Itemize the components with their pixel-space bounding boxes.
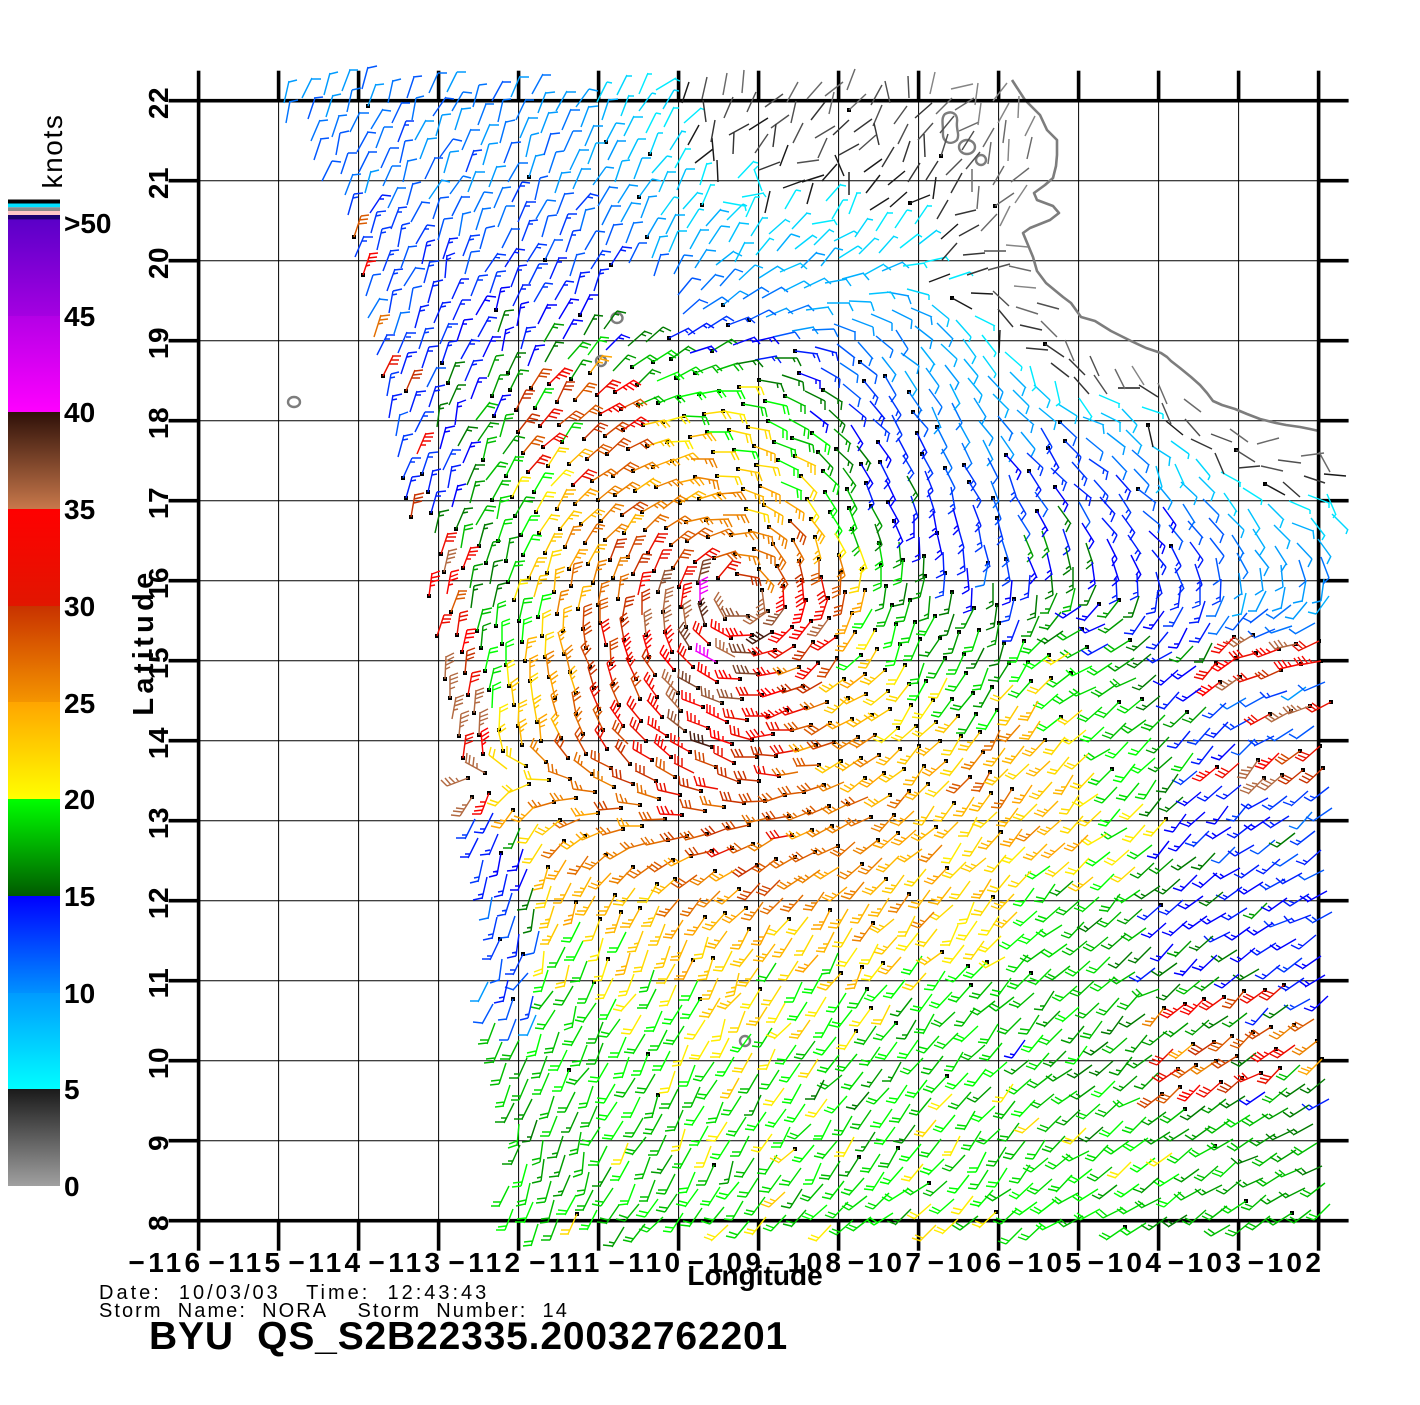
svg-text:15: 15: [64, 881, 95, 912]
svg-text:12: 12: [143, 887, 174, 919]
svg-text:Date: 10/03/03 Time: 12:43: Date: 10/03/03 Time: 12:43:43: [99, 1282, 489, 1304]
svg-text:20: 20: [143, 247, 174, 279]
svg-text:−113: −113: [368, 1247, 443, 1278]
svg-text:25: 25: [64, 688, 95, 719]
svg-text:−107: −107: [848, 1247, 925, 1278]
svg-text:−111: −111: [529, 1247, 602, 1278]
svg-text:Longitude: Longitude: [687, 1260, 822, 1291]
svg-text:−116: −116: [128, 1247, 203, 1278]
svg-text:−102: −102: [1248, 1247, 1325, 1278]
svg-text:Storm Name: NORA Storm N: Storm Name: NORA Storm Number: 14: [99, 1300, 569, 1322]
svg-text:−108: −108: [768, 1247, 845, 1278]
svg-text:−109: −109: [688, 1247, 765, 1278]
svg-text:Latitude: Latitude: [128, 568, 160, 715]
svg-text:30: 30: [64, 591, 95, 622]
svg-text:16: 16: [143, 567, 174, 599]
svg-text:22: 22: [143, 87, 174, 119]
svg-text:8: 8: [143, 1215, 174, 1231]
svg-text:0: 0: [64, 1171, 80, 1202]
svg-text:>50: >50: [64, 208, 112, 239]
svg-text:−115: −115: [208, 1247, 283, 1278]
svg-text:19: 19: [143, 327, 174, 359]
svg-text:10: 10: [64, 978, 95, 1009]
svg-text:BYU QS_S2B22335.20032762201: BYU QS_S2B22335.20032762201: [149, 1315, 788, 1358]
svg-text:17: 17: [143, 487, 174, 519]
svg-text:14: 14: [143, 727, 174, 759]
svg-text:15: 15: [143, 647, 174, 679]
svg-text:−110: −110: [608, 1247, 683, 1278]
svg-text:−106: −106: [928, 1247, 1005, 1278]
svg-text:−112: −112: [448, 1247, 523, 1278]
svg-text:20: 20: [64, 784, 95, 815]
svg-text:5: 5: [64, 1074, 80, 1105]
svg-text:knots: knots: [37, 114, 68, 189]
svg-text:10: 10: [143, 1047, 174, 1079]
svg-text:45: 45: [64, 301, 95, 332]
svg-text:18: 18: [143, 407, 174, 439]
svg-text:9: 9: [143, 1135, 174, 1151]
svg-text:−104: −104: [1088, 1247, 1165, 1278]
svg-text:11: 11: [143, 968, 174, 999]
svg-text:−105: −105: [1008, 1247, 1085, 1278]
svg-text:−103: −103: [1168, 1247, 1245, 1278]
svg-text:21: 21: [143, 167, 174, 199]
svg-text:−114: −114: [288, 1247, 363, 1278]
svg-text:35: 35: [64, 494, 95, 525]
svg-text:40: 40: [64, 397, 95, 428]
svg-text:13: 13: [143, 807, 174, 839]
